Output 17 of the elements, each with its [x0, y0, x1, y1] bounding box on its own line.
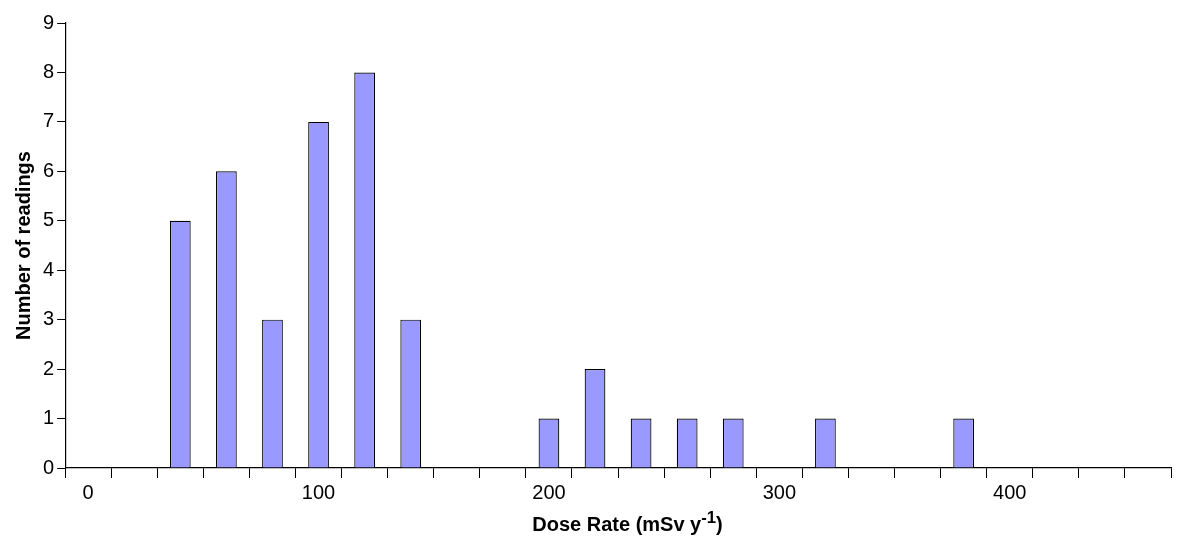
x-tick-label: 0 — [82, 480, 94, 503]
x-tick-label: 200 — [532, 480, 566, 503]
x-tick-label: 400 — [993, 480, 1027, 503]
x-tick-label: 100 — [301, 480, 336, 503]
y-tick-label: 2 — [43, 356, 55, 379]
y-tick-label: 1 — [43, 406, 55, 429]
y-tick-label: 6 — [43, 158, 55, 181]
y-tick-label: 3 — [43, 307, 55, 330]
x-tick-label: 300 — [762, 480, 797, 503]
y-tick-label: 5 — [43, 208, 55, 231]
x-axis-title: Dose Rate (mSv y$^{-1}$) — [531, 508, 724, 536]
y-axis-title: Number of readings — [11, 151, 34, 340]
y-tick-label: 7 — [43, 109, 55, 132]
y-tick-label: 4 — [43, 257, 55, 280]
y-tick-label: 8 — [43, 59, 55, 82]
y-tick-label: 0 — [43, 455, 55, 478]
y-tick-label: 9 — [43, 10, 55, 33]
